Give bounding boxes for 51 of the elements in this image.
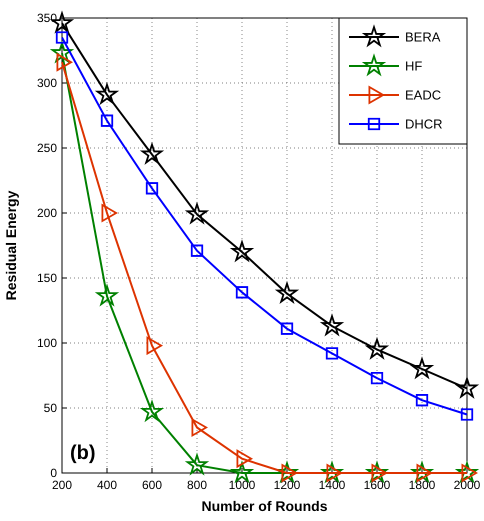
x-tick-label: 600	[142, 478, 162, 492]
point	[366, 462, 388, 482]
point	[322, 462, 342, 482]
point	[456, 378, 478, 398]
point	[456, 462, 478, 482]
legend-label: DHCR	[405, 116, 443, 132]
legend-label: HF	[405, 58, 422, 74]
x-tick-label: 400	[96, 478, 118, 492]
legend-label: EADC	[405, 88, 442, 103]
x-tick-label: 1400	[318, 478, 346, 492]
y-tick-label: 100	[36, 336, 58, 350]
annotation: (b)	[70, 442, 96, 464]
point	[232, 241, 252, 261]
point	[412, 462, 432, 482]
y-tick-label: 250	[36, 141, 58, 156]
point	[276, 462, 298, 482]
point	[326, 347, 338, 360]
point	[412, 358, 432, 378]
point	[322, 315, 342, 336]
point	[142, 144, 162, 164]
point	[276, 282, 298, 303]
x-axis-title: Number of Rounds	[202, 498, 328, 514]
point	[366, 338, 388, 358]
point	[370, 372, 384, 384]
x-tick-label: 1200	[274, 478, 301, 492]
x-tick-label: 800	[186, 478, 208, 492]
point	[142, 401, 162, 421]
point	[100, 114, 114, 127]
y-tick-label: 200	[36, 206, 58, 220]
x-tick-label: 2000	[454, 478, 481, 492]
legend-label: BERA	[405, 30, 441, 45]
x-tick-label: 1000	[228, 478, 256, 492]
point	[280, 322, 294, 335]
point	[146, 182, 158, 194]
point	[460, 408, 474, 421]
y-axis-title: Residual Energy	[3, 190, 19, 300]
point	[190, 244, 204, 257]
point	[416, 394, 428, 406]
y-tick-label: 0	[50, 466, 58, 480]
y-tick-label: 150	[36, 271, 58, 286]
point	[56, 31, 68, 44]
y-tick-label: 50	[44, 401, 58, 416]
point	[52, 42, 72, 62]
point	[96, 84, 118, 104]
point	[186, 454, 208, 474]
point	[236, 286, 248, 298]
y-tick-label: 300	[36, 76, 58, 90]
point	[96, 285, 118, 306]
x-tick-label: 1600	[364, 478, 391, 492]
x-tick-label: 1800	[408, 478, 436, 492]
point	[232, 462, 252, 482]
